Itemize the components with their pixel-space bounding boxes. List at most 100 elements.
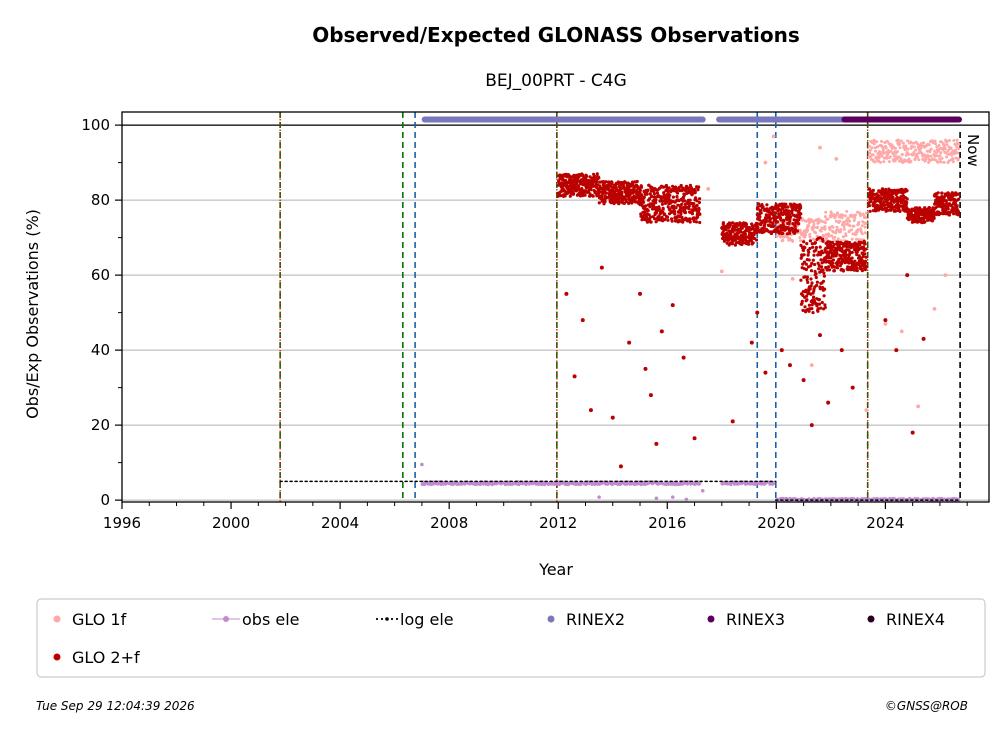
glo-1f-point bbox=[835, 225, 839, 229]
glo-2f-point bbox=[781, 231, 785, 235]
glo-2f-point bbox=[804, 262, 808, 266]
glo-1f-point bbox=[935, 145, 939, 149]
glo-2f-point bbox=[698, 220, 702, 225]
glo-2f-outlier bbox=[763, 370, 768, 375]
glo-2f-point bbox=[811, 311, 815, 315]
glo-2f-point bbox=[827, 268, 832, 272]
glo-1f-point bbox=[922, 141, 926, 145]
glo-1f-point bbox=[864, 211, 868, 215]
glo-2f-point bbox=[669, 210, 674, 215]
glo-2f-point bbox=[846, 268, 850, 272]
legend-marker bbox=[53, 615, 61, 623]
glo-2f-point bbox=[867, 204, 872, 208]
glo-2f-point bbox=[655, 191, 660, 195]
glo-2f-point bbox=[799, 206, 803, 210]
y-tick-label: 20 bbox=[91, 416, 110, 434]
glo-2f-point bbox=[807, 309, 811, 313]
glo-2f-point bbox=[693, 190, 697, 194]
legend-marker bbox=[707, 615, 715, 623]
glo-1f-outlier bbox=[883, 321, 888, 326]
glo-1f-point bbox=[823, 215, 827, 219]
glo-2f-point bbox=[787, 231, 792, 235]
glo-1f-point bbox=[867, 144, 871, 148]
glo-2f-point bbox=[786, 205, 790, 209]
glo-1f-point bbox=[830, 234, 834, 238]
glo-2f-point bbox=[561, 175, 565, 179]
glo-1f-point bbox=[901, 141, 905, 145]
glo-2f-point bbox=[683, 210, 688, 214]
obs-ele-outlier bbox=[654, 496, 659, 501]
glo-1f-point bbox=[953, 151, 957, 155]
glo-2f-point bbox=[782, 218, 786, 223]
glo-2f-point bbox=[802, 253, 806, 257]
legend-entry: RINEX2 bbox=[547, 610, 625, 629]
glo-2f-point bbox=[822, 274, 827, 278]
glo-1f-point bbox=[819, 229, 823, 233]
glo-2f-point bbox=[610, 181, 614, 185]
glo-1f-point bbox=[860, 232, 864, 236]
glo-2f-point bbox=[686, 186, 690, 190]
glo-2f-point bbox=[832, 242, 836, 247]
glo-2f-point bbox=[855, 266, 859, 270]
glo-1f-point bbox=[939, 151, 943, 155]
glo-2f-point bbox=[868, 187, 872, 191]
obs-ele-point bbox=[478, 483, 482, 486]
legend-marker bbox=[223, 616, 229, 622]
glo-1f-outlier bbox=[706, 186, 711, 191]
legend-marker bbox=[547, 615, 555, 623]
glo-1f-point bbox=[875, 140, 879, 144]
glo-1f-point bbox=[823, 227, 827, 231]
glo-1f-point bbox=[827, 234, 831, 238]
glo-2f-point bbox=[815, 302, 819, 306]
glo-2f-point bbox=[800, 299, 804, 303]
glo-1f-point bbox=[876, 145, 879, 149]
glo-2f-point bbox=[806, 253, 810, 257]
glo-2f-point bbox=[672, 209, 677, 213]
glo-1f-point bbox=[814, 231, 818, 235]
glo-2f-point bbox=[807, 258, 811, 262]
glo-1f-point bbox=[884, 146, 888, 150]
glo-1f-point bbox=[885, 139, 889, 143]
glo-1f-point bbox=[823, 225, 827, 229]
glo-2f-point bbox=[674, 206, 678, 210]
legend-entry: RINEX3 bbox=[707, 610, 785, 629]
glo-2f-point bbox=[622, 184, 626, 188]
glo-1f-point bbox=[845, 209, 849, 213]
glo-1f-point bbox=[798, 236, 802, 240]
glo-2f-point bbox=[696, 188, 700, 192]
legend-marker bbox=[385, 617, 389, 621]
glo-2f-point bbox=[747, 242, 751, 246]
glo-2f-point bbox=[822, 271, 826, 275]
glo-2f-point bbox=[660, 215, 664, 219]
glo-1f-outlier bbox=[809, 363, 814, 368]
glo-2f-point bbox=[816, 253, 820, 257]
glo-1f-point bbox=[956, 151, 960, 155]
glo-2f-point bbox=[603, 200, 607, 204]
glo-2f-point bbox=[604, 191, 608, 195]
glo-1f-point bbox=[842, 225, 846, 228]
glo-2f-outlier bbox=[839, 348, 844, 353]
glo-2f-point bbox=[653, 217, 657, 221]
chart-title: Observed/Expected GLONASS Observations bbox=[312, 23, 800, 47]
glo-2f-point bbox=[855, 269, 859, 273]
glo-1f-point bbox=[915, 152, 919, 156]
series-obs-ele bbox=[420, 462, 961, 502]
obs-ele-point bbox=[729, 483, 733, 487]
glo-2f-point bbox=[698, 197, 702, 201]
glo-1f-point bbox=[888, 155, 892, 159]
glo-1f-point bbox=[894, 146, 897, 150]
glo-1f-point bbox=[925, 149, 929, 153]
glo-2f-point bbox=[678, 219, 682, 223]
glo-2f-point bbox=[595, 179, 599, 184]
x-tick-label: 2008 bbox=[430, 514, 468, 532]
glo-1f-outlier bbox=[719, 269, 724, 274]
glo-2f-point bbox=[673, 212, 677, 216]
glo-2f-point bbox=[743, 232, 748, 236]
glo-1f-point bbox=[864, 216, 868, 220]
glo-2f-point bbox=[769, 217, 773, 221]
glo-1f-point bbox=[850, 237, 854, 241]
glo-1f-point bbox=[874, 149, 878, 153]
glo-1f-point bbox=[879, 160, 882, 164]
glo-2f-point bbox=[756, 207, 760, 211]
